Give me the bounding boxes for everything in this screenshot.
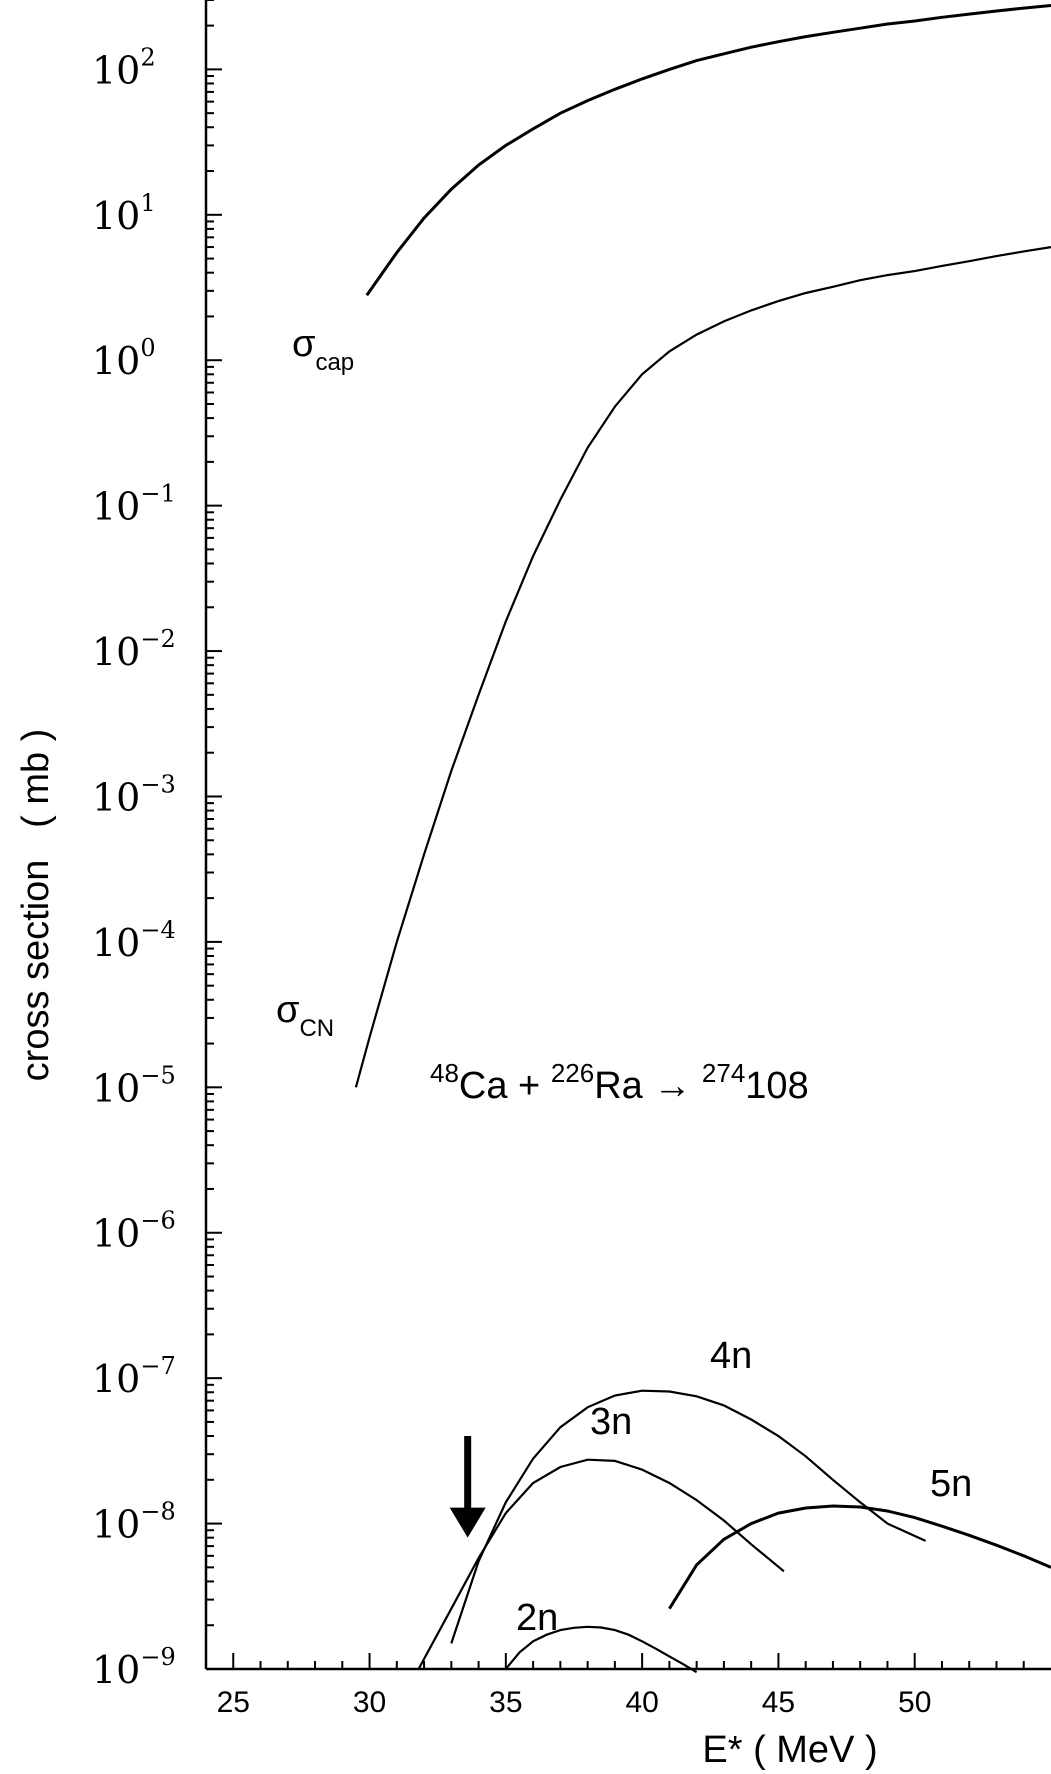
series-line-3n (417, 1458, 785, 1670)
series-label-5n: 5n (930, 1463, 972, 1505)
series-line-2n (504, 1625, 698, 1674)
x-tick-label: 40 (625, 1686, 658, 1719)
x-axis-title: E* ( MeV ) (702, 1729, 877, 1771)
y-tick-label: 10−7 (92, 1352, 176, 1401)
reaction-c-symbol: 108 (745, 1065, 808, 1107)
series-line-5n (668, 1504, 1051, 1610)
y-tick-label: 10−5 (92, 1061, 176, 1110)
reaction-a-mass: 48 (430, 1058, 459, 1088)
series-label-4n: 4n (710, 1335, 752, 1377)
series-label-cn: σCN (276, 989, 334, 1042)
y-tick-label: 10−8 (92, 1498, 176, 1547)
series-label-cap: σcap (292, 323, 354, 376)
series-line-cap (365, 4, 1051, 297)
reaction-arrow: → (643, 1065, 702, 1107)
y-tick-label: 10−6 (92, 1207, 176, 1256)
y-axis-ticks: 102 101 100 10−1 10−2 10−3 10−4 10−5 10−6 10−7 10−… (92, 0, 222, 1692)
y-tick-label: 101 (92, 189, 156, 238)
x-tick-label: 25 (217, 1686, 250, 1719)
reaction-a-symbol: Ca (459, 1065, 508, 1107)
y-tick-label: 10−9 (92, 1643, 176, 1692)
y-tick-label: 100 (92, 334, 156, 383)
y-tick-label: 10−4 (92, 916, 176, 965)
reaction-b-symbol: Ra (594, 1065, 643, 1107)
y-tick-label: 10−1 (92, 480, 176, 529)
series-line-cn (354, 246, 1051, 1088)
series-label-2n: 2n (516, 1597, 558, 1639)
y-tick-label: 102 (92, 43, 156, 92)
reaction-b-mass: 226 (551, 1058, 594, 1088)
series-line-4n (450, 1389, 927, 1644)
plot-frame (204, 0, 1051, 1671)
y-axis-title: cross section ( mb ) (15, 729, 57, 1082)
x-tick-label: 45 (762, 1686, 795, 1719)
reaction-plus: + (508, 1065, 551, 1107)
y-tick-label: 10−3 (92, 770, 176, 819)
series-label-3n: 3n (590, 1401, 632, 1443)
x-axis-ticks: 25 30 35 40 45 50 (217, 1653, 1025, 1719)
reaction-c-mass: 274 (702, 1058, 745, 1088)
x-tick-label: 35 (489, 1686, 522, 1719)
series-layer: σcap σCN 2n 3n 4n 5n (276, 4, 1051, 1674)
reaction-label: 48Ca + 226Ra → 274108 (430, 1058, 809, 1107)
threshold-arrow-head (449, 1507, 486, 1538)
y-tick-label: 10−2 (92, 625, 176, 674)
x-tick-label: 50 (898, 1686, 931, 1719)
annotation-layer (449, 1436, 486, 1538)
x-tick-label: 30 (353, 1686, 386, 1719)
